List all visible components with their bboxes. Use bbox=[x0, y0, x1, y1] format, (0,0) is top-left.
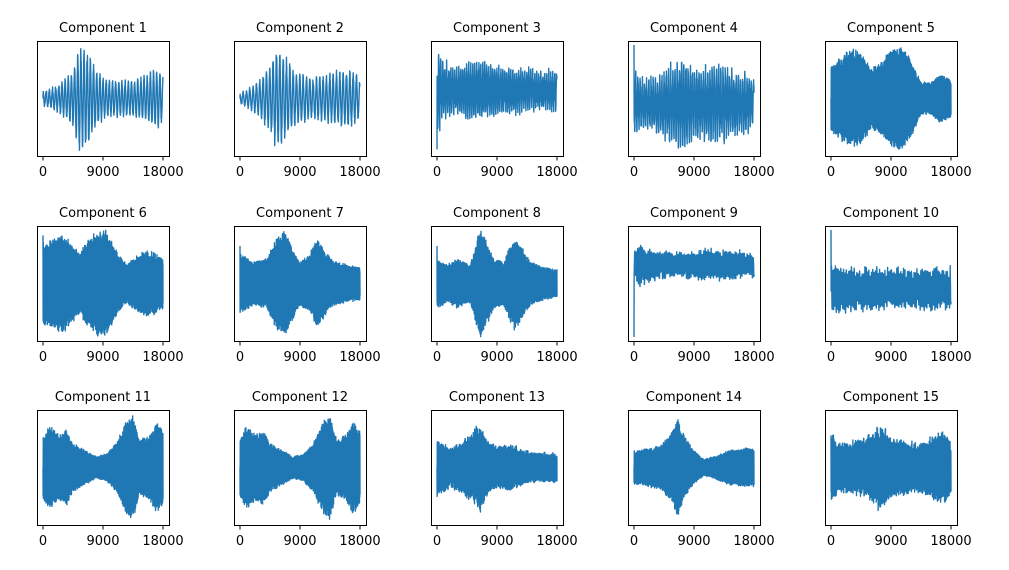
subplot-title: Component 11 bbox=[55, 390, 151, 405]
series-line bbox=[42, 229, 164, 337]
x-tick-label: 18000 bbox=[339, 350, 380, 365]
x-tick-label: 0 bbox=[236, 534, 244, 549]
x-tick-label: 0 bbox=[827, 350, 835, 365]
x-tick-label: 18000 bbox=[930, 534, 971, 549]
x-tick-label: 0 bbox=[236, 350, 244, 365]
x-tick-label: 0 bbox=[827, 165, 835, 180]
subplot-component-8: Component 8 0 9000 18000 bbox=[431, 206, 578, 365]
subplot-title: Component 5 bbox=[847, 21, 935, 36]
subplot-component-9: Component 9 0 9000 18000 bbox=[628, 206, 775, 365]
x-tick-label: 0 bbox=[630, 165, 638, 180]
x-tick-label: 9000 bbox=[677, 534, 710, 549]
x-tick-label: 18000 bbox=[930, 350, 971, 365]
x-tick-label: 9000 bbox=[86, 350, 119, 365]
x-tick-label: 0 bbox=[433, 165, 441, 180]
x-tick-label: 0 bbox=[433, 534, 441, 549]
x-tick-label: 9000 bbox=[283, 534, 316, 549]
x-tick-label: 18000 bbox=[142, 165, 183, 180]
subplot-title: Component 9 bbox=[650, 206, 738, 221]
x-tick-label: 0 bbox=[630, 534, 638, 549]
x-tick-label: 0 bbox=[39, 350, 47, 365]
x-tick-label: 9000 bbox=[874, 350, 907, 365]
subplot-component-13: Component 13 0 9000 18000 bbox=[431, 390, 578, 549]
subplot-component-14: Component 14 0 9000 18000 bbox=[628, 390, 775, 549]
x-tick-label: 18000 bbox=[142, 350, 183, 365]
x-tick-label: 18000 bbox=[339, 534, 380, 549]
series-line bbox=[830, 426, 952, 512]
series-line bbox=[633, 419, 755, 515]
x-tick-label: 0 bbox=[630, 350, 638, 365]
series-line bbox=[436, 425, 558, 513]
x-tick-label: 9000 bbox=[86, 165, 119, 180]
subplot-component-6: Component 6 0 9000 18000 bbox=[37, 206, 184, 365]
subplot-title: Component 6 bbox=[59, 206, 147, 221]
subplot-title: Component 12 bbox=[252, 390, 348, 405]
subplot-component-15: Component 15 0 9000 18000 bbox=[825, 390, 972, 549]
series-line bbox=[633, 44, 755, 149]
subplot-title: Component 4 bbox=[650, 21, 738, 36]
series-line bbox=[42, 415, 164, 519]
subplot-component-10: Component 10 0 9000 18000 bbox=[825, 206, 972, 365]
x-tick-label: 18000 bbox=[930, 165, 971, 180]
x-tick-label: 9000 bbox=[480, 350, 513, 365]
series-line bbox=[42, 48, 164, 151]
x-tick-label: 9000 bbox=[480, 165, 513, 180]
x-tick-label: 9000 bbox=[283, 350, 316, 365]
subplot-title: Component 3 bbox=[453, 21, 541, 36]
x-tick-label: 0 bbox=[236, 165, 244, 180]
subplot-title: Component 15 bbox=[843, 390, 939, 405]
x-tick-label: 0 bbox=[827, 534, 835, 549]
x-tick-label: 9000 bbox=[677, 165, 710, 180]
subplot-title: Component 8 bbox=[453, 206, 541, 221]
x-tick-label: 18000 bbox=[339, 165, 380, 180]
subplot-title: Component 2 bbox=[256, 21, 344, 36]
subplot-component-2: Component 2 0 9000 18000 bbox=[234, 21, 381, 180]
subplot-component-7: Component 7 0 9000 18000 bbox=[234, 206, 381, 365]
subplot-component-11: Component 11 0 9000 18000 bbox=[37, 390, 184, 549]
x-tick-label: 9000 bbox=[480, 534, 513, 549]
x-tick-label: 18000 bbox=[536, 534, 577, 549]
subplot-component-4: Component 4 0 9000 18000 bbox=[628, 21, 775, 180]
subplot-component-5: Component 5 0 9000 18000 bbox=[825, 21, 972, 180]
subplot-title: Component 1 bbox=[59, 21, 147, 36]
x-tick-label: 0 bbox=[39, 534, 47, 549]
subplot-component-12: Component 12 0 9000 18000 bbox=[234, 390, 381, 549]
subplot-title: Component 13 bbox=[449, 390, 545, 405]
subplot-component-3: Component 3 0 9000 18000 bbox=[431, 21, 578, 180]
series-line bbox=[239, 418, 361, 520]
series-line bbox=[830, 229, 952, 314]
x-tick-label: 9000 bbox=[86, 534, 119, 549]
series-line bbox=[436, 230, 558, 338]
x-tick-label: 18000 bbox=[536, 350, 577, 365]
subplot-title: Component 10 bbox=[843, 206, 939, 221]
series-line bbox=[830, 47, 952, 150]
x-tick-label: 18000 bbox=[142, 534, 183, 549]
subplot-component-1: Component 1 0 9000 18000 bbox=[37, 21, 184, 180]
x-tick-label: 0 bbox=[39, 165, 47, 180]
x-tick-label: 9000 bbox=[677, 350, 710, 365]
x-tick-label: 9000 bbox=[874, 165, 907, 180]
x-tick-label: 18000 bbox=[733, 350, 774, 365]
x-tick-label: 18000 bbox=[536, 165, 577, 180]
x-tick-label: 9000 bbox=[874, 534, 907, 549]
x-tick-label: 0 bbox=[433, 350, 441, 365]
series-line bbox=[239, 231, 361, 334]
series-line bbox=[436, 53, 558, 150]
subplot-title: Component 7 bbox=[256, 206, 344, 221]
series-line bbox=[239, 54, 361, 147]
x-tick-label: 18000 bbox=[733, 165, 774, 180]
x-tick-label: 18000 bbox=[733, 534, 774, 549]
subplot-title: Component 14 bbox=[646, 390, 742, 405]
x-tick-label: 9000 bbox=[283, 165, 316, 180]
series-line bbox=[633, 244, 755, 338]
